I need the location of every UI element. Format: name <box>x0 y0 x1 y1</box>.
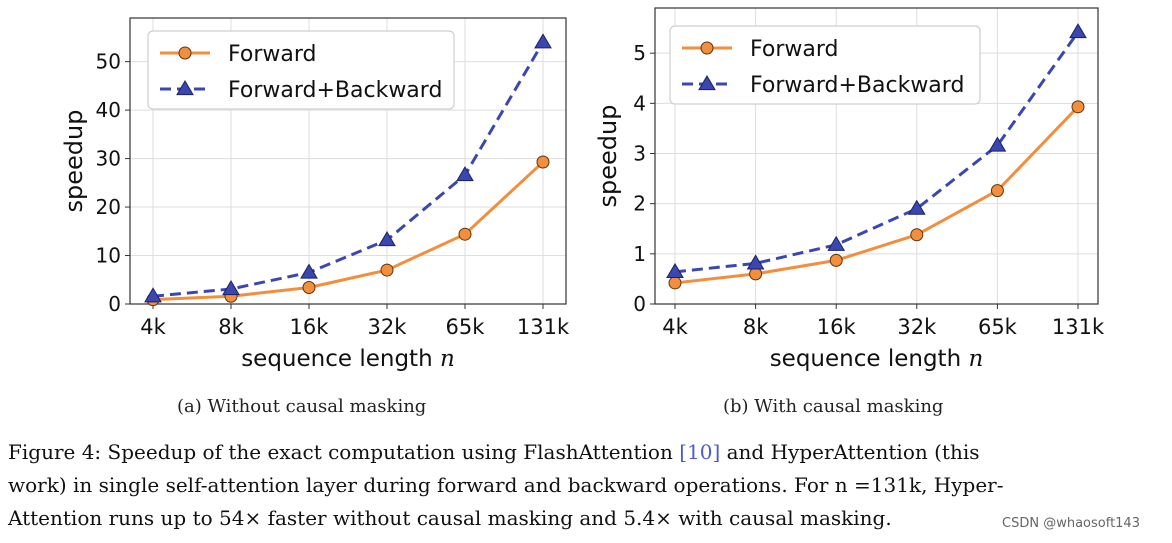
chart-b-ytick-label-5: 5 <box>633 41 646 65</box>
chart-b-xtick-label-5: 131k <box>1052 315 1105 339</box>
chart-b-xtick-label-3: 32k <box>897 315 937 339</box>
chart-b-xlabel-text: sequence length <box>770 346 969 372</box>
chart-b-point-0-3 <box>910 228 924 242</box>
subcaption-b: (b) With causal masking <box>723 396 944 417</box>
chart-b-xlabel: sequence length n <box>770 346 984 372</box>
chart-b-series-line-0 <box>674 105 1080 285</box>
caption-line-1: Figure 4: Speedup of the exact computati… <box>8 436 1168 469</box>
chart-a-point-0-4 <box>458 227 472 241</box>
chart-a-legend-marker-0 <box>178 46 192 60</box>
chart-a-point-0-5 <box>536 155 550 169</box>
chart-b-point-1-4 <box>988 136 1007 152</box>
chart-b-ylabel: speedup <box>594 105 622 208</box>
chart-b-xtick-label-1: 8k <box>743 315 769 339</box>
subcaption-a: (a) Without causal masking <box>177 396 427 417</box>
chart-a-point-0-3 <box>380 263 394 277</box>
chart-b-point-1-1 <box>746 254 765 270</box>
chart-without-causal-masking: 0 10 20 30 40 50 4k 8k 16k 32k 65k 131k sequence len… <box>60 17 570 372</box>
chart-b-point-0-5 <box>1071 100 1085 114</box>
chart-b-legend-marker-0 <box>700 41 714 55</box>
chart-a-legend-marker-1 <box>176 80 194 96</box>
chart-b-ytick-label-4: 4 <box>633 91 646 115</box>
chart-a-series-line-0 <box>152 160 545 302</box>
chart-a-point-1-0 <box>144 287 162 303</box>
chart-a-xtick-label-3: 32k <box>368 315 408 339</box>
chart-a-ytick-label-1: 10 <box>96 244 121 268</box>
chart-b-xtick-label-4: 65k <box>978 315 1018 339</box>
caption-line-1-text: Figure 4: Speedup of the exact computati… <box>8 440 680 464</box>
watermark: CSDN @whaosoft143 <box>1002 516 1140 531</box>
figure-caption: Figure 4: Speedup of the exact computati… <box>8 436 1168 535</box>
chart-b-frame <box>654 7 1099 305</box>
chart-b-point-0-2 <box>829 253 843 267</box>
chart-a-legend-label-0: Forward <box>228 42 316 67</box>
chart-b-xlabel-variable: n <box>968 346 983 372</box>
chart-with-causal-masking: 0 1 2 3 4 5 4k 8k 16k 32k 65k 131k sequence length n… <box>594 7 1105 372</box>
chart-a-ytick-label-4: 40 <box>96 98 121 122</box>
chart-a-xtick-label-5: 131k <box>517 315 570 339</box>
chart-a-ytick-label-3: 30 <box>96 147 121 171</box>
chart-b-ytick-label-3: 3 <box>633 141 646 165</box>
chart-a-point-1-5 <box>534 33 552 49</box>
chart-a-point-1-2 <box>300 263 318 279</box>
chart-a-frame <box>129 17 567 305</box>
chart-b-xtick-label-2: 16k <box>817 315 857 339</box>
chart-a-point-0-2 <box>302 281 316 295</box>
chart-b-ytick-label-0: 0 <box>633 292 646 316</box>
caption-line-1-tail: and HyperAttention (this <box>720 440 980 464</box>
chart-b-ytick-label-1: 1 <box>633 242 646 266</box>
chart-b-legend <box>669 25 981 105</box>
chart-b-point-0-4 <box>990 184 1004 198</box>
chart-a-xtick-label-4: 65k <box>446 315 486 339</box>
chart-b-legend-label-1: Forward+Backward <box>750 73 964 98</box>
chart-a-xtick-label-0: 4k <box>140 315 166 339</box>
chart-a-legend-label-1: Forward+Backward <box>228 78 442 103</box>
chart-b-point-0-0 <box>668 276 682 290</box>
chart-a-point-1-1 <box>222 279 240 296</box>
chart-a-legend <box>147 30 455 110</box>
chart-b-ytick-label-2: 2 <box>633 192 646 216</box>
chart-a-ytick-label-5: 50 <box>96 50 121 74</box>
chart-b-point-1-2 <box>827 235 846 251</box>
chart-b-legend-marker-1 <box>698 75 716 91</box>
chart-a-point-1-4 <box>456 166 474 182</box>
caption-line-2: work) in single self-attention layer dur… <box>8 473 1004 497</box>
citation-link[interactable]: [10] <box>679 440 721 464</box>
chart-a-ytick-label-0: 0 <box>108 292 121 316</box>
chart-b-point-1-3 <box>907 199 926 215</box>
chart-b-xtick-label-0: 4k <box>662 315 688 339</box>
chart-a-xlabel: sequence length n <box>241 346 455 372</box>
chart-b-series-line-1 <box>674 31 1080 274</box>
chart-b-legend-label-0: Forward <box>750 37 838 62</box>
chart-a-xtick-label-1: 8k <box>218 315 244 339</box>
chart-a-point-1-3 <box>378 231 396 247</box>
chart-a-xlabel-variable: n <box>440 346 455 372</box>
chart-a-ytick-label-2: 20 <box>96 195 121 219</box>
chart-b-point-0-1 <box>749 267 763 281</box>
caption-line-3: Attention runs up to 54× faster without … <box>8 506 892 530</box>
chart-b-point-1-5 <box>1069 23 1087 39</box>
chart-b-point-1-0 <box>666 262 684 278</box>
chart-a-xlabel-text: sequence length <box>241 346 440 372</box>
chart-a-ylabel: speedup <box>60 110 88 213</box>
chart-a-xtick-label-2: 16k <box>290 315 330 339</box>
